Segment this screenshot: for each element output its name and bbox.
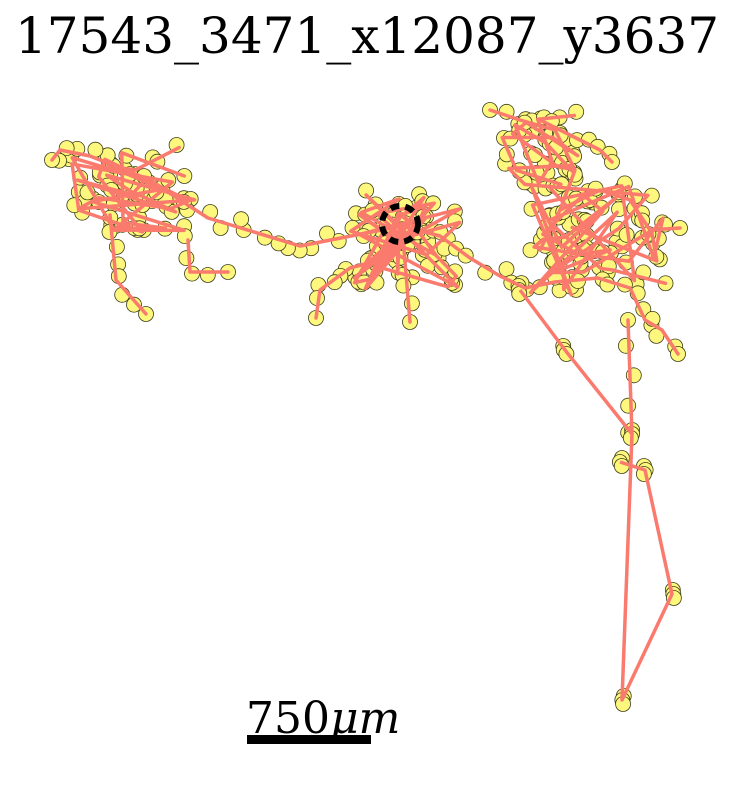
track-segment-east-tangle <box>528 184 668 297</box>
track-point <box>498 261 515 278</box>
track-segment-south <box>518 288 674 702</box>
track-segment-mid <box>314 224 404 320</box>
track-point <box>620 397 637 414</box>
track-segment-main <box>400 224 680 356</box>
track-point <box>358 182 375 199</box>
track-segment-west-tangle <box>70 145 197 234</box>
track-segment-west-sub2 <box>186 238 230 274</box>
track-start-marker <box>379 203 421 245</box>
track-point <box>618 337 634 354</box>
track-segment-south-sub <box>626 318 634 436</box>
track-point <box>178 250 195 267</box>
track-point <box>126 296 142 313</box>
track-lines <box>50 108 682 702</box>
track-segment-center-tangle <box>348 193 462 291</box>
track-segment-ne-sub <box>558 188 682 232</box>
track-segment-west-sub <box>108 213 148 316</box>
scale-bar <box>247 735 371 744</box>
track-segment-west <box>50 148 404 248</box>
track-segment-mid-sub <box>400 224 412 324</box>
track-point <box>233 211 250 228</box>
track-segment-ne <box>488 108 577 252</box>
track-segment-ne-sub2 <box>538 118 614 164</box>
track-segment-ne-tangle <box>500 113 580 190</box>
track-point <box>199 267 216 283</box>
track-title: 17543_3471_x12087_y3637 <box>14 7 720 65</box>
